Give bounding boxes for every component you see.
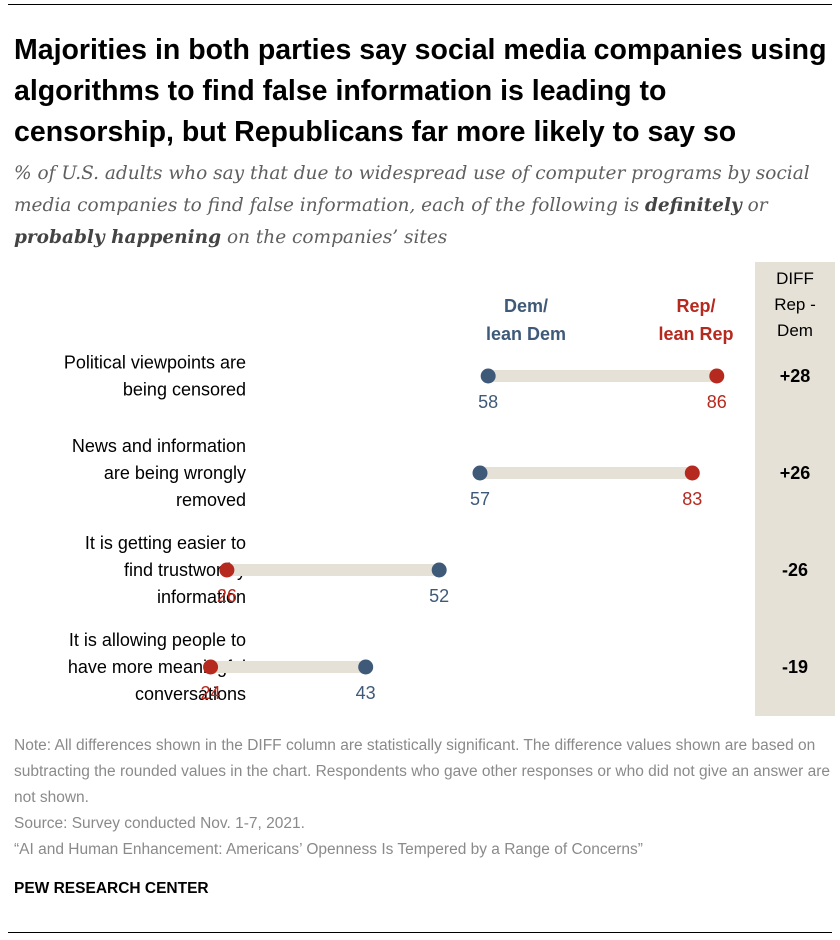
rep-dot — [684, 465, 700, 481]
rep-value-label: 86 — [707, 392, 727, 412]
row-label-line: are being wrongly — [104, 463, 246, 483]
row-label-line: It is getting easier to — [85, 533, 246, 553]
dem-value-label: 52 — [429, 586, 449, 606]
dem-dot — [480, 368, 496, 384]
diff-header-line: DIFF — [776, 269, 814, 288]
top-rule — [8, 4, 832, 5]
rep-dot — [709, 368, 725, 384]
pew-research-center-logo-text: PEW RESEARCH CENTER — [14, 880, 209, 897]
dem-dot — [431, 562, 447, 578]
row-label-line: being censored — [123, 380, 246, 400]
row-label-line: conversations — [135, 684, 246, 704]
row-label-line: It is allowing people to — [69, 630, 246, 650]
source-text: Source: Survey conducted Nov. 1-7, 2021. — [14, 815, 305, 832]
dot-plot-chart: DIFF Rep - Dem Dem/lean Dem Rep/lean Rep Poli… — [64, 262, 835, 716]
row-label-line: News and information — [72, 436, 246, 456]
row-label-line: Political viewpoints are — [64, 353, 246, 373]
rep-dot — [203, 659, 219, 675]
diff-column-background — [755, 262, 835, 716]
chart-subtitle: % of U.S. adults who say that due to wid… — [14, 158, 834, 254]
diff-header-line: Dem — [777, 321, 813, 340]
rep-value-label: 83 — [682, 489, 702, 509]
dem-value-label: 43 — [356, 683, 376, 703]
row-label-line: have more meaningful — [68, 657, 246, 677]
legend-dem-label: lean Dem — [486, 324, 566, 344]
chart-title: Majorities in both parties say social me… — [14, 34, 827, 148]
diff-value: +28 — [780, 366, 811, 386]
row-label-line: removed — [176, 490, 246, 510]
rep-value-label: 26 — [217, 586, 237, 606]
subtitle-text: % of U.S. adults who say that due to wid… — [14, 163, 810, 216]
subtitle-emphasis-probably: probably happening — [14, 227, 222, 248]
notes-block: Note: All differences shown in the DIFF … — [14, 733, 834, 863]
subtitle-or: or — [747, 195, 768, 216]
subtitle-tail: on the companies’ sites — [226, 227, 448, 248]
diff-value: +26 — [780, 463, 811, 483]
diff-value: -26 — [782, 560, 808, 580]
report-title-text: “AI and Human Enhancement: Americans’ Op… — [14, 841, 643, 858]
rep-value-label: 24 — [201, 683, 221, 703]
legend-rep-label: lean Rep — [658, 324, 733, 344]
dem-value-label: 57 — [470, 489, 490, 509]
row-label-line: information — [157, 587, 246, 607]
rep-dot — [219, 562, 235, 578]
legend-rep-label: Rep/ — [676, 296, 715, 316]
note-text: Note: All differences shown in the DIFF … — [14, 737, 830, 806]
legend-dem-label: Dem/ — [504, 296, 548, 316]
dem-dot — [358, 659, 374, 675]
dem-value-label: 58 — [478, 392, 498, 412]
diff-header-line: Rep - — [774, 295, 816, 314]
subtitle-emphasis-definitely: definitely — [645, 195, 742, 216]
dem-dot — [472, 465, 488, 481]
diff-value: -19 — [782, 657, 808, 677]
bottom-rule — [8, 932, 832, 933]
row-label-line: find trustworthy — [124, 560, 246, 580]
